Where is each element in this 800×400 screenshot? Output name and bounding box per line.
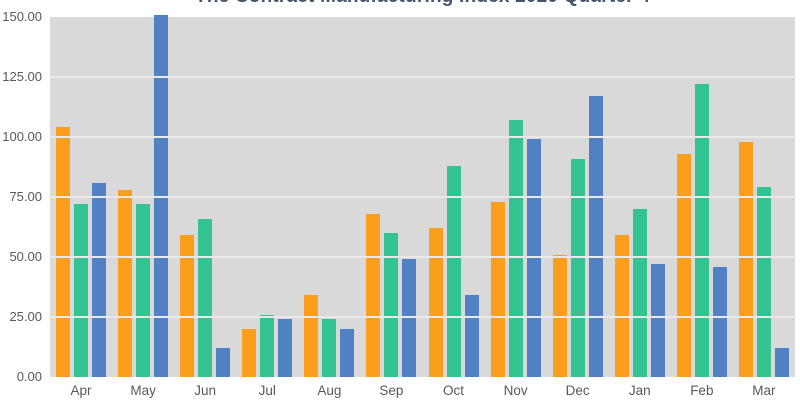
- y-tick-label: 0.00: [16, 369, 42, 384]
- gridline: [50, 196, 795, 198]
- bar-orange-dec: [552, 254, 567, 377]
- bar-blue-feb: [712, 266, 727, 377]
- bar-blue-mar: [774, 348, 789, 377]
- y-tick-label: 25.00: [9, 309, 42, 324]
- x-axis-label-aug: Aug: [317, 383, 342, 398]
- bar-green-oct: [446, 165, 461, 377]
- y-tick-label: 50.00: [9, 249, 42, 264]
- bar-green-mar: [756, 187, 771, 377]
- bar-orange-may: [118, 189, 133, 377]
- bar-group-jan: [614, 17, 665, 377]
- bar-group-aug: [304, 17, 355, 377]
- x-axis: Apr May Jun Jul Aug Sep Oct Nov Dec Jan Feb Mar: [50, 377, 795, 400]
- gridline: [50, 136, 795, 138]
- bar-group-jun: [180, 17, 231, 377]
- bar-green-jul: [260, 314, 275, 377]
- bar-blue-may: [154, 14, 169, 377]
- bar-group-feb: [676, 17, 727, 377]
- bar-blue-jun: [216, 348, 231, 377]
- bar-blue-dec: [588, 96, 603, 377]
- bar-green-nov: [508, 120, 523, 377]
- x-axis-label-jun: Jun: [194, 383, 217, 398]
- bar-blue-apr: [92, 182, 107, 377]
- bar-blue-sep: [402, 259, 417, 377]
- bar-group-sep: [366, 17, 417, 377]
- chart-title: The Contract Manufacturing Index 2020 Qu…: [50, 0, 795, 8]
- bar-green-feb: [694, 84, 709, 377]
- gridline: [50, 256, 795, 258]
- bar-groups: [50, 14, 795, 377]
- gridline: [50, 316, 795, 318]
- bar-orange-jun: [180, 235, 195, 377]
- bar-blue-jul: [278, 319, 293, 377]
- bar-group-oct: [428, 17, 479, 377]
- x-axis-label-feb: Feb: [690, 383, 714, 398]
- y-tick-label: 150.00: [2, 9, 42, 24]
- bar-green-dec: [570, 158, 585, 377]
- x-axis-label-jul: Jul: [258, 383, 276, 398]
- bar-group-apr: [56, 17, 107, 377]
- bar-orange-mar: [738, 141, 753, 377]
- bar-orange-oct: [428, 228, 443, 377]
- y-tick-label: 100.00: [2, 129, 42, 144]
- x-axis-label-dec: Dec: [565, 383, 590, 398]
- bar-blue-oct: [464, 295, 479, 377]
- bar-orange-feb: [676, 153, 691, 377]
- gridline: [50, 76, 795, 78]
- bar-group-dec: [552, 17, 603, 377]
- bar-blue-aug: [340, 329, 355, 377]
- plot-area: [50, 14, 795, 377]
- y-tick-label: 125.00: [2, 69, 42, 84]
- bar-orange-sep: [366, 213, 381, 377]
- bar-group-may: [118, 14, 169, 377]
- bar-blue-jan: [650, 264, 665, 377]
- bar-green-jan: [632, 209, 647, 377]
- x-axis-label-apr: Apr: [70, 383, 92, 398]
- bar-green-may: [136, 204, 151, 377]
- x-axis-label-oct: Oct: [443, 383, 465, 398]
- x-axis-label-jan: Jan: [628, 383, 651, 398]
- bar-group-mar: [738, 17, 789, 377]
- y-axis: 0.00 25.00 50.00 75.00 100.00 125.00 150.00: [0, 9, 42, 384]
- bar-green-aug: [322, 319, 337, 377]
- bar-green-jun: [198, 218, 213, 377]
- x-axis-label-may: May: [130, 383, 156, 398]
- x-axis-label-nov: Nov: [503, 383, 528, 398]
- bar-green-sep: [384, 233, 399, 377]
- x-axis-label-mar: Mar: [752, 383, 776, 398]
- bar-green-apr: [74, 204, 89, 377]
- bar-orange-nov: [490, 201, 505, 377]
- y-tick-label: 75.00: [9, 189, 42, 204]
- bar-group-jul: [242, 17, 293, 377]
- x-axis-label-sep: Sep: [379, 383, 404, 398]
- bar-orange-aug: [304, 295, 319, 377]
- bar-orange-apr: [56, 127, 71, 377]
- bar-blue-nov: [526, 139, 541, 377]
- bar-orange-jan: [614, 235, 629, 377]
- bar-orange-jul: [242, 329, 257, 377]
